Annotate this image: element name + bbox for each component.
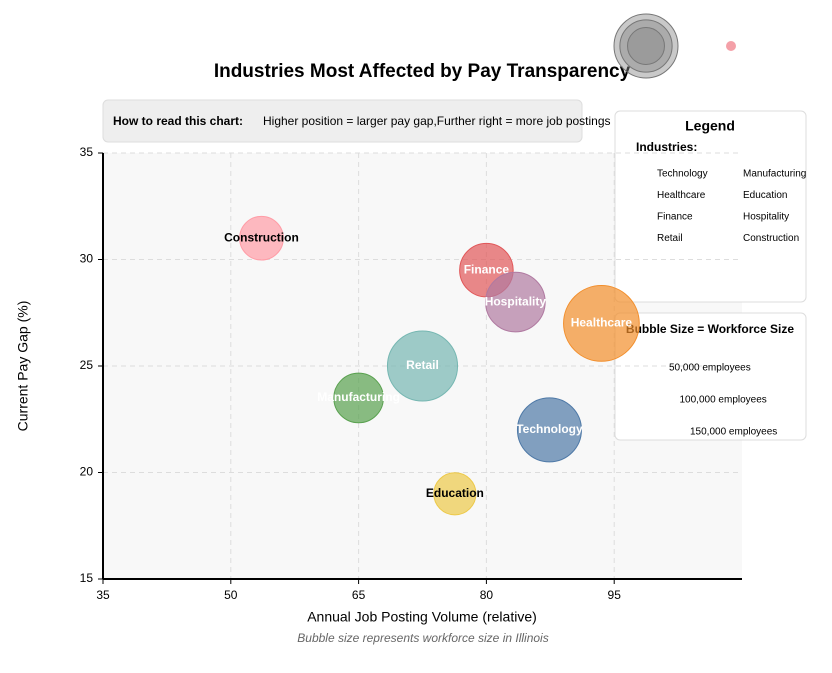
bubble (563, 285, 640, 362)
chart-title: Industries Most Affected by Pay Transpar… (214, 61, 631, 82)
bubble (239, 215, 284, 261)
size-legend-label: 100,000 employees (680, 395, 767, 406)
y-axis-label: Current Pay Gap (%) (15, 301, 31, 432)
y-tick-label: 30 (80, 252, 94, 266)
decoration-dot (726, 41, 736, 51)
legend-box (614, 110, 807, 303)
bubble-label: Technology (516, 422, 583, 436)
size-legend-title: Bubble Size = Workforce Size (626, 322, 794, 336)
bubble-label: Construction (224, 230, 299, 244)
legend-entry: Education (743, 190, 787, 201)
x-tick-label: 35 (96, 588, 110, 602)
size-legend-bubble (627, 27, 665, 65)
x-tick-label: 95 (608, 588, 622, 602)
info-heading: How to read this chart: (113, 114, 243, 128)
legend-title: Legend (685, 118, 735, 134)
legend-entry: Construction (743, 233, 799, 244)
legend-entry: Manufacturing (743, 169, 806, 180)
caption: Bubble size represents workforce size in… (297, 631, 548, 645)
bubble (333, 372, 384, 424)
size-legend-box (614, 312, 807, 441)
y-tick-label: 15 (80, 571, 94, 585)
size-legend-label: 150,000 employees (690, 427, 777, 438)
size-legend-bubble (613, 13, 679, 79)
size-legend-label: 50,000 employees (669, 363, 751, 374)
bubble-label: Healthcare (571, 316, 633, 330)
legend-heading: Industries: (636, 140, 697, 154)
bubble-label: Finance (464, 262, 510, 276)
x-axis-label: Annual Job Posting Volume (relative) (307, 609, 537, 625)
info-text: Higher position = larger pay gap,Further… (263, 114, 611, 128)
bubble (516, 397, 582, 463)
bubble-label: Hospitality (485, 294, 547, 308)
legend-entry: Healthcare (657, 190, 706, 201)
legend-entry: Finance (657, 212, 693, 223)
bubble-label: Education (426, 486, 484, 500)
y-tick-label: 35 (80, 145, 94, 159)
bubble-label: Retail (406, 358, 439, 372)
x-tick-label: 80 (480, 588, 494, 602)
bubble (386, 330, 459, 402)
x-tick-label: 65 (352, 588, 366, 602)
bubble (433, 472, 477, 516)
bubble-label: Manufacturing (317, 390, 400, 404)
x-tick-label: 50 (224, 588, 238, 602)
info-box (102, 99, 583, 143)
legend-entry: Technology (657, 169, 708, 180)
y-tick-label: 25 (80, 358, 94, 372)
legend-entry: Hospitality (743, 212, 789, 223)
bubble (485, 271, 546, 333)
y-tick-label: 20 (80, 465, 94, 479)
legend-entry: Retail (657, 233, 683, 244)
